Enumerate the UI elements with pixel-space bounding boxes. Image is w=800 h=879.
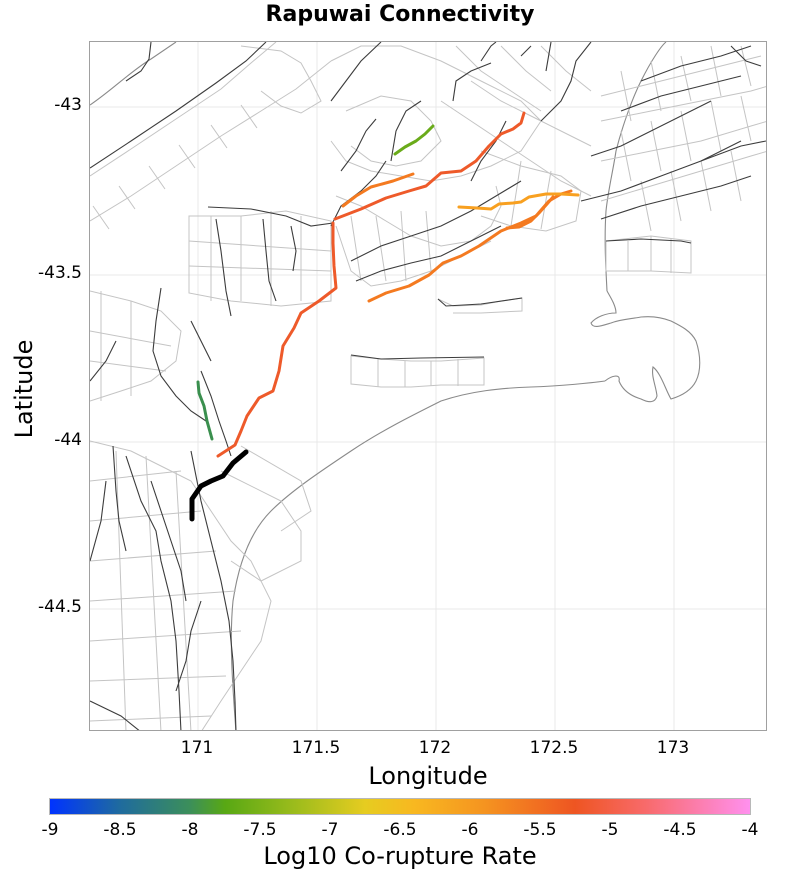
colorbar-tick: -9 [41, 820, 59, 840]
x-tick: 172 [418, 738, 452, 758]
x-tick: 171 [180, 738, 214, 758]
connected-fault-orangered-vertical [216, 221, 338, 458]
x-tick: 172.5 [529, 738, 579, 758]
colorbar [49, 798, 751, 815]
colorbar-tick: -6.5 [383, 820, 417, 840]
y-axis-label: Latitude [10, 339, 38, 439]
x-tick: 171.5 [291, 738, 341, 758]
y-tick: -43.5 [38, 263, 82, 283]
grid-lines [90, 42, 766, 730]
connected-fault-orangered-upper [333, 111, 526, 221]
map-canvas [90, 42, 766, 730]
y-tick: -44.5 [38, 597, 82, 617]
connected-fault-orange-short [341, 172, 415, 208]
rapuwai-fault [189, 449, 249, 522]
connected-faults [189, 111, 580, 522]
connected-fault-green [196, 380, 214, 441]
colorbar-tick: -5.5 [523, 820, 557, 840]
colorbar-tick: -7 [321, 820, 339, 840]
connected-fault-yellowgreen [393, 124, 435, 156]
map-plot-area[interactable] [89, 41, 767, 731]
colorbar-tick: -4 [741, 820, 759, 840]
fault-traces [90, 42, 766, 730]
fault-section-outlines [90, 42, 766, 730]
colorbar-tick: -8.5 [103, 820, 137, 840]
colorbar-tick: -5 [601, 820, 619, 840]
connected-fault-amber [457, 192, 580, 211]
connected-fault-orange-southeast [505, 195, 555, 230]
x-tick: 173 [656, 738, 690, 758]
y-tick: -43 [54, 95, 82, 115]
coastline [90, 42, 701, 730]
colorbar-tick: -8 [181, 820, 199, 840]
colorbar-tick: -4.5 [663, 820, 697, 840]
chart-title: Rapuwai Connectivity [265, 2, 535, 27]
x-axis-label: Longitude [368, 762, 488, 790]
colorbar-label: Log10 Co-rupture Rate [263, 842, 537, 870]
colorbar-tick: -7.5 [243, 820, 277, 840]
y-tick: -44 [54, 430, 82, 450]
colorbar-tick: -6 [461, 820, 479, 840]
